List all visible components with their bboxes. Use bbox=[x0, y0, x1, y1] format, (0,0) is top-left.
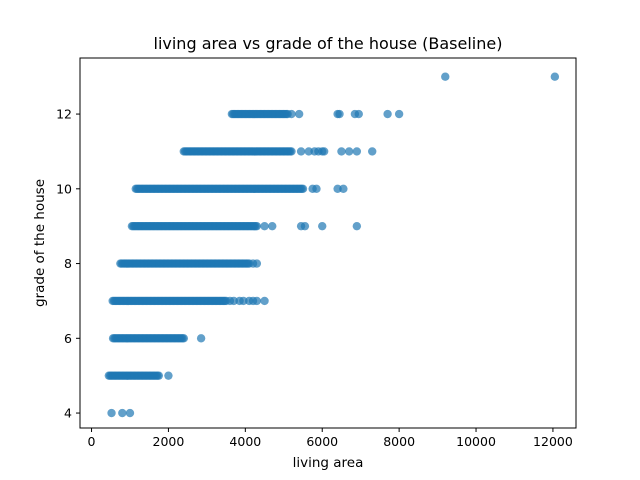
scatter-point bbox=[333, 184, 342, 194]
scatter-point bbox=[383, 109, 392, 119]
scatter-point bbox=[287, 147, 296, 156]
x-tick-label: 10000 bbox=[456, 434, 496, 449]
scatter-point bbox=[252, 259, 262, 268]
scatter-point bbox=[550, 72, 560, 81]
plot-frame bbox=[79, 57, 577, 429]
x-tick-label: 4000 bbox=[229, 434, 261, 449]
scatter-point bbox=[196, 334, 206, 343]
scatter-point bbox=[352, 221, 362, 231]
x-axis-label: living area bbox=[293, 455, 364, 471]
scatter-point bbox=[229, 296, 238, 306]
x-ticks: 0 2000 4000 6000 8000 10000 12000 bbox=[88, 428, 573, 449]
x-tick-label: 0 bbox=[88, 434, 96, 449]
scatter-point bbox=[260, 296, 269, 306]
scatter-point bbox=[337, 147, 346, 156]
x-tick-label: 6000 bbox=[306, 434, 338, 449]
y-tick-label: 10 bbox=[56, 181, 72, 196]
scatter-point bbox=[304, 147, 313, 156]
scatter-point bbox=[294, 109, 304, 119]
scatter-point bbox=[298, 184, 308, 194]
scatter-point bbox=[296, 147, 306, 156]
x-tick-label: 2000 bbox=[153, 434, 185, 449]
scatter-point bbox=[319, 147, 329, 156]
scatter-point bbox=[287, 109, 296, 119]
scatter-point bbox=[154, 371, 164, 380]
scatter-point bbox=[260, 221, 269, 231]
scatter-point bbox=[335, 109, 344, 119]
scatter-point bbox=[252, 296, 262, 306]
scatter-point bbox=[318, 221, 327, 231]
y-tick-label: 6 bbox=[64, 331, 72, 346]
scatter-point bbox=[352, 147, 362, 156]
scatter-point bbox=[268, 221, 277, 231]
scatter-point bbox=[125, 408, 135, 418]
scatter-point bbox=[368, 147, 377, 156]
y-tick-label: 8 bbox=[64, 256, 72, 271]
scatter-point bbox=[239, 296, 248, 306]
x-tick-label: 12000 bbox=[533, 434, 573, 449]
y-tick-label: 4 bbox=[64, 406, 72, 421]
points-layer bbox=[104, 72, 560, 418]
scatter-point bbox=[344, 147, 354, 156]
scatter-point bbox=[252, 221, 262, 231]
scatter-point bbox=[179, 334, 189, 343]
scatter-point bbox=[164, 371, 173, 380]
y-tick-label: 12 bbox=[56, 107, 72, 122]
scatter-point bbox=[300, 221, 310, 231]
y-axis-label: grade of the house bbox=[32, 179, 48, 307]
scatter-point bbox=[312, 184, 321, 194]
scatter-point bbox=[107, 408, 116, 418]
chart-title: living area vs grade of the house (Basel… bbox=[154, 34, 503, 53]
scatter-point bbox=[118, 408, 127, 418]
scatter-point bbox=[339, 184, 348, 194]
y-ticks: 4 6 8 10 12 bbox=[56, 107, 80, 421]
x-tick-label: 8000 bbox=[383, 434, 415, 449]
scatter-point bbox=[394, 109, 404, 119]
scatter-point bbox=[441, 72, 450, 81]
scatter-point bbox=[354, 109, 363, 119]
